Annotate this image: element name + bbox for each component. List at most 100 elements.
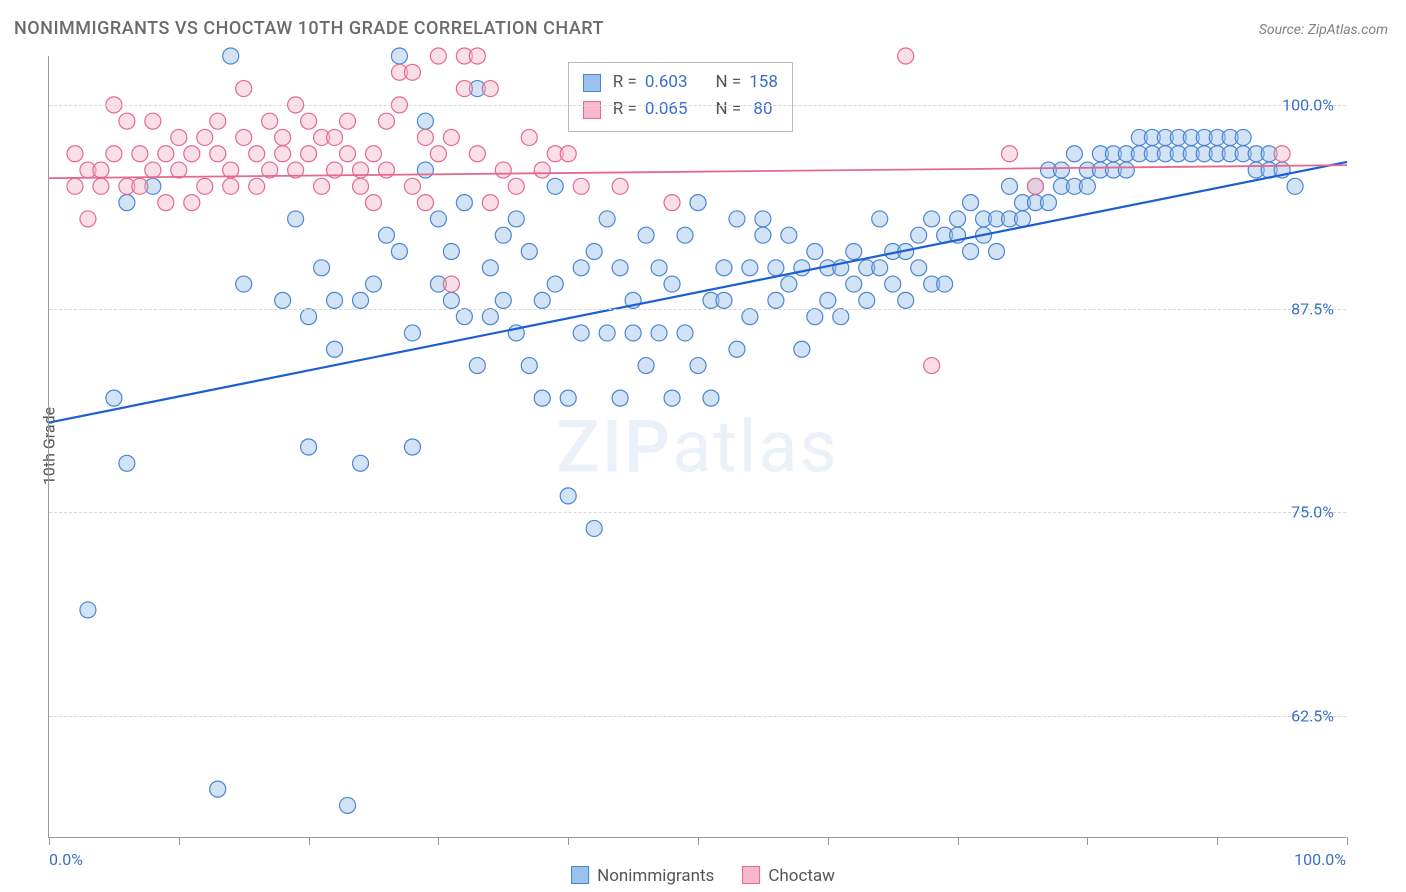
x-tick	[1347, 837, 1348, 845]
scatter-point	[327, 341, 343, 357]
scatter-point	[404, 439, 420, 455]
scatter-point	[236, 276, 252, 292]
scatter-point	[898, 48, 914, 64]
scatter-point	[340, 797, 356, 813]
scatter-point	[677, 227, 693, 243]
scatter-point	[547, 178, 563, 194]
scatter-point	[1274, 146, 1290, 162]
scatter-point	[249, 146, 265, 162]
scatter-point	[106, 390, 122, 406]
legend-label: Choctaw	[768, 866, 835, 886]
legend-swatch	[583, 74, 601, 92]
scatter-point	[67, 178, 83, 194]
scatter-point	[716, 260, 732, 276]
scatter-point	[391, 48, 407, 64]
x-axis-min-label: 0.0%	[49, 850, 83, 869]
scatter-point	[599, 211, 615, 227]
scatter-point	[482, 309, 498, 325]
stat-n-value: 158	[749, 69, 778, 96]
scatter-point	[443, 276, 459, 292]
scatter-point	[404, 325, 420, 341]
scatter-point	[275, 129, 291, 145]
scatter-point	[443, 129, 459, 145]
scatter-point	[301, 146, 317, 162]
scatter-point	[963, 244, 979, 260]
scatter-point	[301, 113, 317, 129]
scatter-point	[716, 292, 732, 308]
scatter-point	[417, 162, 433, 178]
scatter-point	[664, 276, 680, 292]
scatter-point	[859, 292, 875, 308]
scatter-point	[664, 195, 680, 211]
gridline-h	[49, 105, 1346, 106]
correlation-stats-box: R =0.603N =158R =0.065N = 80	[568, 62, 793, 132]
scatter-point	[482, 195, 498, 211]
scatter-point	[456, 81, 472, 97]
y-tick-label: 75.0%	[1291, 503, 1334, 522]
scatter-point	[781, 276, 797, 292]
scatter-point	[236, 81, 252, 97]
scatter-point	[171, 162, 187, 178]
scatter-point	[366, 276, 382, 292]
legend-swatch	[742, 866, 760, 884]
scatter-point	[1287, 178, 1303, 194]
scatter-point	[80, 602, 96, 618]
scatter-point	[469, 358, 485, 374]
scatter-point	[508, 211, 524, 227]
plot-area: ZIPatlas R =0.603N =158R =0.065N = 80 0.…	[48, 56, 1346, 838]
scatter-point	[924, 211, 940, 227]
scatter-point	[638, 358, 654, 374]
scatter-point	[690, 195, 706, 211]
x-tick	[568, 837, 569, 845]
legend-item: Choctaw	[742, 866, 835, 886]
scatter-point	[768, 292, 784, 308]
scatter-point	[820, 292, 836, 308]
scatter-point	[184, 146, 200, 162]
scatter-point	[404, 64, 420, 80]
scatter-point	[430, 146, 446, 162]
scatter-point	[417, 129, 433, 145]
stat-n-label: N =	[716, 96, 742, 123]
scatter-point	[132, 146, 148, 162]
scatter-point	[469, 48, 485, 64]
scatter-point	[573, 178, 589, 194]
scatter-point	[612, 178, 628, 194]
scatter-point	[638, 227, 654, 243]
scatter-point	[443, 244, 459, 260]
scatter-point	[872, 211, 888, 227]
scatter-point	[223, 178, 239, 194]
scatter-point	[197, 178, 213, 194]
x-tick	[828, 837, 829, 845]
scatter-point	[469, 146, 485, 162]
scatter-point	[755, 227, 771, 243]
scatter-point	[625, 325, 641, 341]
scatter-point	[184, 195, 200, 211]
scatter-point	[80, 211, 96, 227]
scatter-point	[288, 211, 304, 227]
scatter-point	[846, 244, 862, 260]
scatter-point	[223, 48, 239, 64]
scatter-point	[249, 178, 265, 194]
scatter-point	[236, 129, 252, 145]
scatter-point	[417, 195, 433, 211]
scatter-point	[755, 211, 771, 227]
scatter-point	[353, 455, 369, 471]
scatter-point	[119, 455, 135, 471]
scatter-point	[482, 81, 498, 97]
bottom-legend: NonimmigrantsChoctaw	[571, 866, 835, 886]
scatter-point	[560, 488, 576, 504]
scatter-point	[119, 113, 135, 129]
scatter-point	[366, 195, 382, 211]
x-tick	[958, 837, 959, 845]
y-tick-label: 87.5%	[1291, 299, 1334, 318]
scatter-point	[145, 113, 161, 129]
scatter-point	[534, 390, 550, 406]
scatter-point	[495, 292, 511, 308]
gridline-h	[49, 512, 1346, 513]
scatter-point	[781, 227, 797, 243]
scatter-point	[651, 325, 667, 341]
scatter-point	[417, 113, 433, 129]
stat-r-value: 0.603	[645, 69, 688, 96]
scatter-point	[158, 195, 174, 211]
scatter-point	[275, 292, 291, 308]
